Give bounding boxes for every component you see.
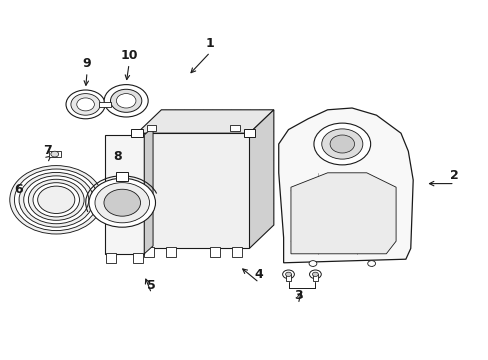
- Bar: [131, 129, 142, 137]
- Polygon shape: [290, 173, 395, 254]
- Bar: [243, 129, 255, 137]
- Circle shape: [309, 270, 321, 279]
- Bar: [144, 247, 154, 257]
- Text: 7: 7: [43, 144, 52, 157]
- Bar: [116, 172, 128, 181]
- Bar: [99, 102, 111, 107]
- Circle shape: [33, 183, 80, 217]
- Text: 1: 1: [205, 37, 214, 50]
- Circle shape: [38, 186, 75, 213]
- Bar: [146, 125, 156, 131]
- Bar: [133, 253, 143, 263]
- Polygon shape: [249, 110, 273, 248]
- Bar: [285, 274, 290, 281]
- Circle shape: [285, 272, 291, 276]
- Polygon shape: [137, 133, 249, 248]
- Text: 4: 4: [254, 268, 263, 281]
- Circle shape: [95, 183, 149, 223]
- Text: 9: 9: [82, 57, 91, 70]
- Circle shape: [116, 94, 136, 108]
- Circle shape: [51, 151, 59, 157]
- Bar: [232, 247, 242, 257]
- Text: 2: 2: [449, 169, 458, 182]
- Circle shape: [24, 176, 89, 224]
- Circle shape: [313, 123, 370, 165]
- Circle shape: [28, 179, 84, 220]
- Circle shape: [77, 98, 94, 111]
- Text: 8: 8: [113, 150, 122, 163]
- Bar: [166, 247, 176, 257]
- Circle shape: [312, 272, 318, 276]
- Bar: [210, 247, 220, 257]
- Bar: [312, 274, 317, 281]
- Text: 3: 3: [293, 289, 302, 302]
- Circle shape: [71, 94, 100, 115]
- Bar: [49, 151, 61, 157]
- Circle shape: [110, 89, 142, 112]
- Text: 5: 5: [147, 279, 156, 292]
- Bar: [106, 253, 116, 263]
- Circle shape: [308, 261, 316, 266]
- Circle shape: [66, 90, 105, 119]
- Text: 10: 10: [120, 49, 138, 62]
- Circle shape: [104, 189, 140, 216]
- Circle shape: [282, 270, 294, 279]
- Polygon shape: [137, 110, 273, 133]
- Polygon shape: [278, 108, 412, 263]
- Circle shape: [15, 169, 98, 231]
- Circle shape: [104, 85, 148, 117]
- Circle shape: [329, 135, 354, 153]
- Polygon shape: [105, 135, 144, 254]
- Circle shape: [19, 172, 93, 227]
- Circle shape: [321, 129, 362, 159]
- Circle shape: [10, 166, 102, 234]
- Circle shape: [367, 261, 375, 266]
- Circle shape: [89, 178, 155, 227]
- Bar: [229, 125, 239, 131]
- Text: 6: 6: [14, 183, 23, 196]
- Polygon shape: [144, 127, 153, 254]
